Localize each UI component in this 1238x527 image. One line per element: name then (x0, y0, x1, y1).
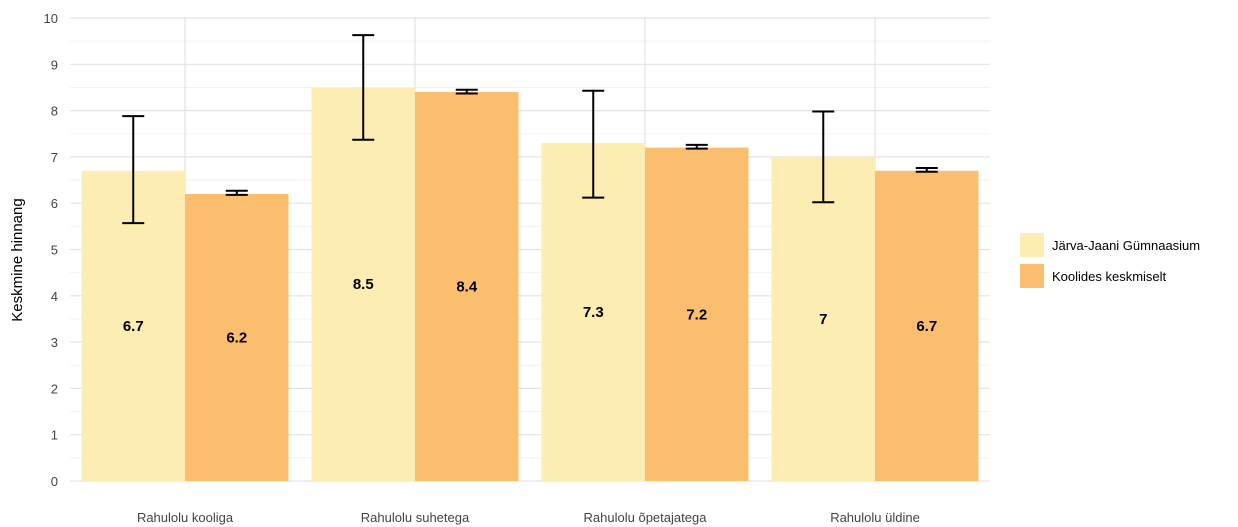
data-label: 7 (819, 311, 827, 328)
y-tick-label: 9 (51, 57, 58, 72)
legend-label: Järva-Jaani Gümnaasium (1052, 238, 1200, 253)
y-tick-label: 10 (44, 11, 58, 26)
legend-swatch (1020, 264, 1044, 288)
data-label: 7.3 (583, 304, 604, 321)
x-tick-label: Rahulolu suhetega (361, 510, 470, 525)
bar (771, 156, 875, 481)
legend-swatch (1020, 233, 1044, 257)
legend-label: Koolides keskmiselt (1052, 269, 1167, 284)
bar (185, 193, 289, 481)
y-tick-label: 2 (51, 381, 58, 396)
data-labels: 6.7 8.5 7.3 7 6.2 8.4 7.2 6.7 (123, 276, 937, 346)
axes: 0 1 2 3 4 5 6 7 8 9 10 Rahulolu kooliga Rahulolu suh… (44, 11, 920, 525)
data-label: 6.7 (916, 318, 937, 335)
y-tick-label: 8 (51, 104, 58, 119)
data-label: 6.7 (123, 318, 144, 335)
data-label: 6.2 (226, 329, 247, 346)
x-tick-label: Rahulolu õpetajatega (584, 510, 708, 525)
y-tick-label: 3 (51, 335, 58, 350)
legend: Järva-Jaani Gümnaasium Koolides keskmisel… (1020, 233, 1200, 288)
y-axis-title: Keskmine hinnang (9, 198, 26, 321)
y-tick-label: 7 (51, 150, 58, 165)
bar (415, 92, 519, 481)
data-label: 8.5 (353, 276, 374, 293)
data-label: 8.4 (456, 279, 478, 296)
bar (875, 170, 979, 482)
y-tick-label: 0 (51, 474, 58, 489)
y-tick-label: 4 (51, 289, 58, 304)
x-tick-label: Rahulolu üldine (830, 510, 920, 525)
error-bars (122, 34, 938, 225)
x-tick-label: Rahulolu kooliga (137, 510, 234, 525)
y-tick-label: 5 (51, 243, 58, 258)
bar (541, 143, 645, 481)
bar (645, 147, 749, 481)
bar (311, 87, 415, 481)
y-tick-label: 6 (51, 196, 58, 211)
data-label: 7.2 (686, 306, 707, 323)
y-tick-label: 1 (51, 428, 58, 443)
bars (81, 87, 979, 482)
